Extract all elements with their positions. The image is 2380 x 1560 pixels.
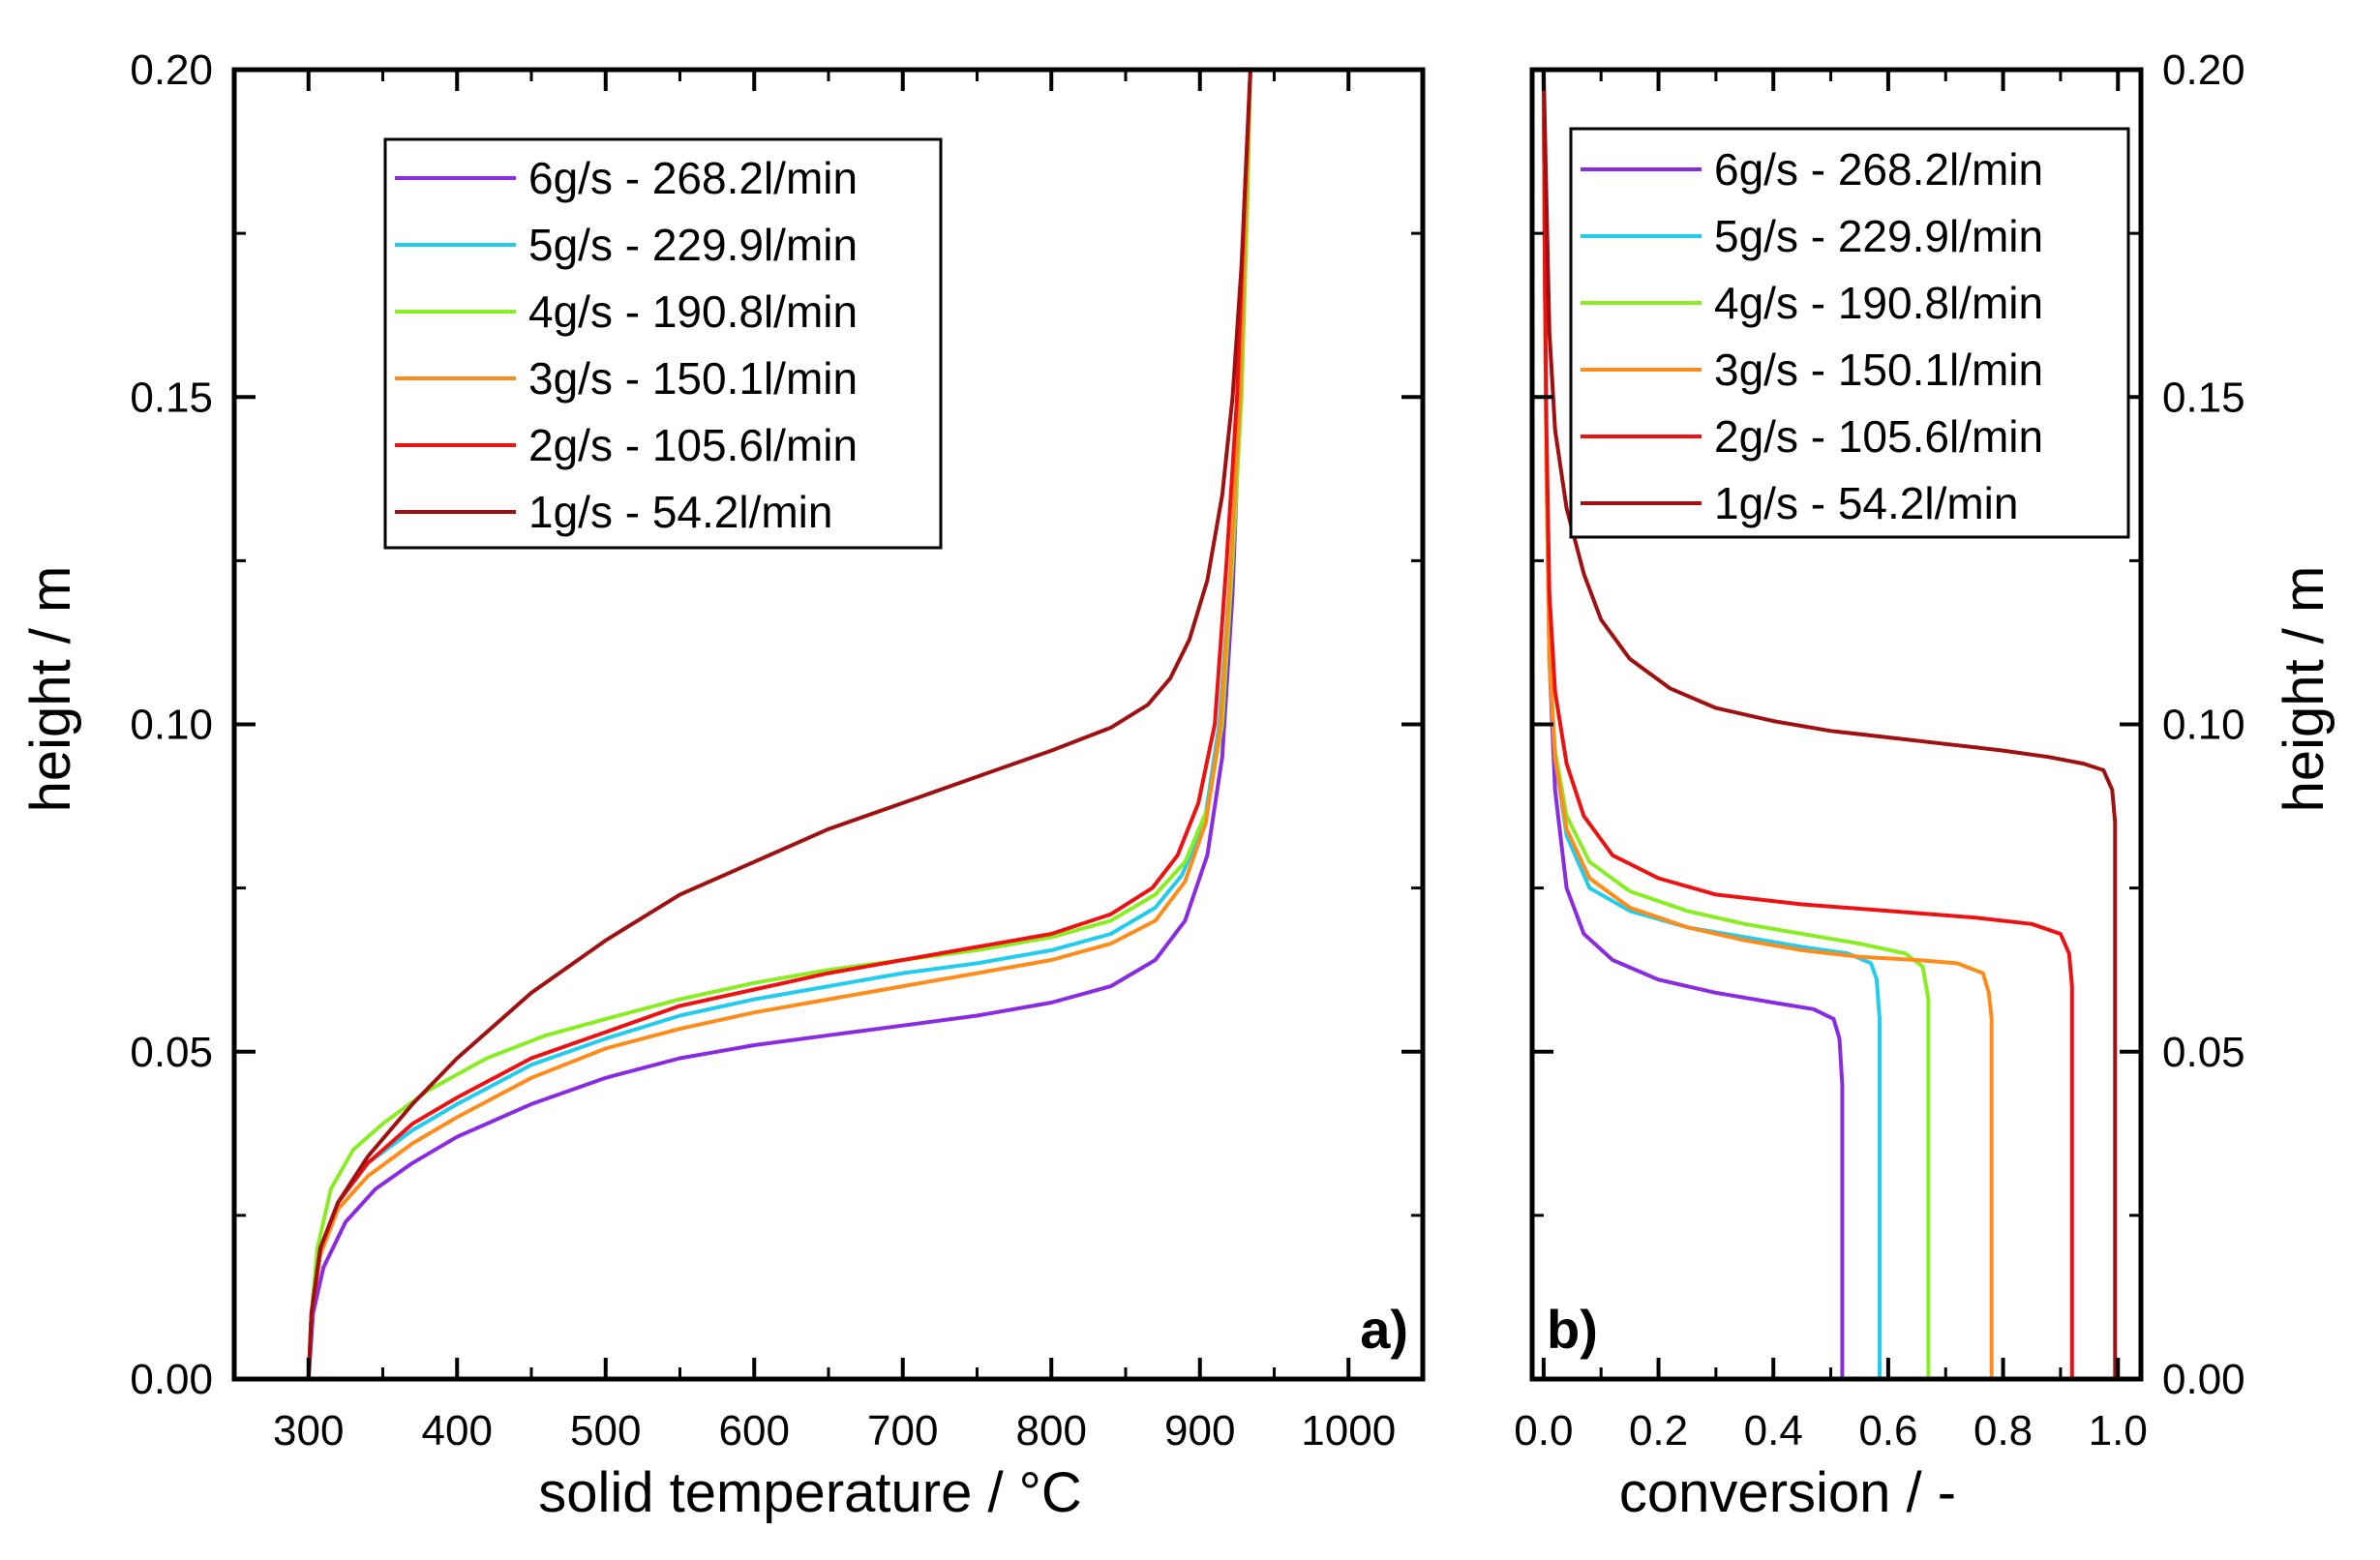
panel-a-xtick-label: 900	[1164, 1407, 1235, 1455]
panel-a-ytick-label: 0.20	[130, 46, 213, 94]
panel-b-legend-label-1: 6g/s - 268.2l/min	[1714, 144, 2043, 195]
panel-b-tick-labels: 0.0 0.2 0.4 0.6 0.8 1.0 0.00 0.05 0.10 0.15 0.20	[1514, 46, 2244, 1455]
panel-a-legend-label-1: 6g/s - 268.2l/min	[528, 153, 858, 203]
panel-a-series-lines	[306, 69, 1252, 1380]
panel-b-frame	[1529, 67, 2144, 1382]
panel-b-legend-label-6: 1g/s - 54.2l/min	[1714, 478, 2018, 528]
panel-a-label: a)	[1360, 1299, 1408, 1360]
panel-b-xlabel: conversion / -	[1619, 1461, 1956, 1524]
panel-a-frame	[231, 67, 1426, 1382]
panel-a-legend-label-5: 2g/s - 105.6l/min	[528, 420, 858, 470]
panel-a-plot-frame	[231, 67, 1426, 1382]
panel-a-legend-box	[383, 137, 943, 550]
panel-a-series-line-6	[306, 69, 1252, 1380]
panel-a-temperature: 300 400 500 600 700 800 900 1000 0.00 0.05 0.10 0.1…	[19, 46, 1426, 1524]
panel-b-legend-label-5: 2g/s - 105.6l/min	[1714, 411, 2043, 462]
panel-b-legend-label-3: 4g/s - 190.8l/min	[1714, 278, 2043, 328]
panel-a-legend-label-4: 3g/s - 150.1l/min	[528, 353, 858, 404]
panel-b-ytick-label: 0.10	[2162, 702, 2245, 749]
panel-b-series-line-6	[1541, 69, 2118, 1379]
panel-a-legend: 6g/s - 268.2l/min 5g/s - 229.9l/min 4g/s -…	[383, 137, 943, 550]
panel-a-xtick-label: 600	[719, 1407, 790, 1455]
panel-a-legend-label-6: 1g/s - 54.2l/min	[528, 487, 832, 537]
panel-a-series-line-5	[306, 69, 1252, 1380]
panel-b-label: b)	[1547, 1299, 1598, 1360]
panel-a-ylabel: height / m	[19, 566, 82, 813]
panel-a-xtick-label: 300	[273, 1407, 344, 1455]
panel-b-ytick-label: 0.15	[2162, 374, 2245, 421]
panel-b-xtick-label: 0.4	[1744, 1407, 1803, 1455]
panel-b-series-lines	[1541, 69, 2118, 1379]
panel-b-xtick-label: 0.8	[1973, 1407, 2033, 1455]
panel-a-xlabel: solid temperature / °C	[538, 1461, 1082, 1524]
panel-b-ytick-label: 0.20	[2162, 46, 2245, 94]
panel-b-xtick-label: 0.6	[1858, 1407, 1917, 1455]
panel-b-ytick-label: 0.05	[2162, 1029, 2245, 1076]
panel-b-legend-label-4: 3g/s - 150.1l/min	[1714, 345, 2043, 395]
panel-b-legend: 6g/s - 268.2l/min 5g/s - 229.9l/min 4g/s -…	[1569, 127, 2130, 539]
panel-a-series-line-4	[306, 69, 1252, 1380]
panel-a-tick-labels: 300 400 500 600 700 800 900 1000 0.00 0.05 0.10 0.1…	[130, 46, 1396, 1455]
panel-a-xtick-label: 500	[570, 1407, 641, 1455]
panel-b-conversion: 0.0 0.2 0.4 0.6 0.8 1.0 0.00 0.05 0.10 0.15 0.20 c…	[1514, 46, 2335, 1524]
panel-b-ytick-label: 0.00	[2162, 1356, 2245, 1403]
panel-a-legend-label-2: 5g/s - 229.9l/min	[528, 220, 858, 270]
panel-b-ticks	[1532, 68, 2141, 1381]
panel-a-xtick-label: 1000	[1301, 1407, 1396, 1455]
panel-b-legend-box	[1569, 127, 2130, 539]
panel-b-xtick-label: 0.2	[1629, 1407, 1688, 1455]
panel-b-xtick-label: 0.0	[1514, 1407, 1573, 1455]
panel-a-series-line-1	[306, 69, 1252, 1380]
panel-a-xtick-label: 800	[1016, 1407, 1087, 1455]
panel-b-series-line-4	[1541, 69, 1994, 1379]
panel-b-legend-label-2: 5g/s - 229.9l/min	[1714, 211, 2043, 261]
panel-a-xtick-label: 700	[867, 1407, 938, 1455]
panel-a-ytick-label: 0.05	[130, 1029, 213, 1076]
panel-b-ylabel: height / m	[2273, 566, 2335, 813]
panel-b-xtick-label: 1.0	[2089, 1407, 2148, 1455]
panel-a-ytick-label: 0.15	[130, 374, 213, 421]
panel-a-xtick-label: 400	[422, 1407, 493, 1455]
panel-b-plot-frame	[1529, 67, 2144, 1382]
panel-b-series-line-5	[1541, 69, 2074, 1379]
panel-a-ytick-label: 0.10	[130, 702, 213, 749]
panel-a-ytick-label: 0.00	[130, 1356, 213, 1403]
panel-a-legend-label-3: 4g/s - 190.8l/min	[528, 286, 858, 337]
